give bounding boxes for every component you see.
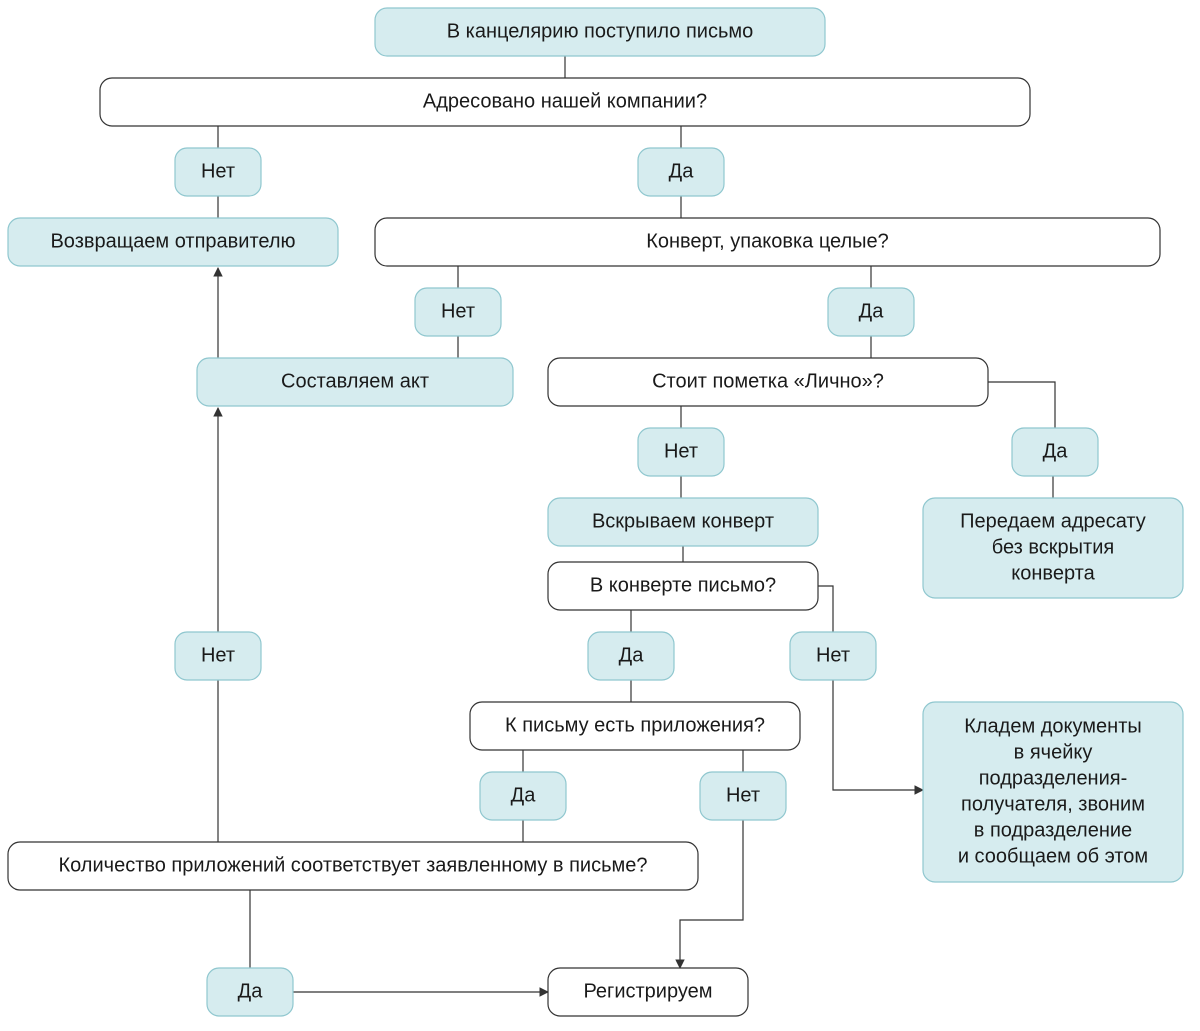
node-q_attach: К письму есть приложения? <box>470 702 800 750</box>
node-label: Нет <box>664 440 698 462</box>
nodes-layer: В канцелярию поступило письмо Адресовано … <box>8 8 1183 1016</box>
node-label: Нет <box>201 160 235 182</box>
edge <box>833 680 923 790</box>
node-label: Стоит пометка «Лично»? <box>652 370 884 392</box>
node-label: в ячейку <box>1014 741 1093 763</box>
node-register: Регистрируем <box>548 968 748 1016</box>
node-label: Нет <box>816 644 850 666</box>
node-a1_no: Нет <box>175 148 261 196</box>
node-att_no2: Нет <box>175 632 261 680</box>
node-label: В конверте письмо? <box>590 574 776 596</box>
node-put_in_cell: Кладем документы в ячейку подразделения-по… <box>923 702 1183 882</box>
node-a3_yes: Да <box>1012 428 1098 476</box>
node-label: Да <box>238 980 264 1002</box>
node-label: без вскрытия <box>992 536 1114 558</box>
node-q_envelope: Конверт, упаковка целые? <box>375 218 1160 266</box>
node-start: В канцелярию поступило письмо <box>375 8 825 56</box>
node-label: В канцелярию поступило письмо <box>447 20 754 42</box>
node-q_addressed: Адресовано нашей компании? <box>100 78 1030 126</box>
node-q_personal: Стоит пометка «Лично»? <box>548 358 988 406</box>
node-label: К письму есть приложения? <box>505 714 765 736</box>
node-make_act: Составляем акт <box>197 358 513 406</box>
node-label: Количество приложений соответствует заяв… <box>58 854 647 876</box>
node-label: получателя, звоним <box>961 793 1145 815</box>
node-open_env: Вскрываем конверт <box>548 498 818 546</box>
node-label: Нет <box>201 644 235 666</box>
node-a2_yes: Да <box>828 288 914 336</box>
node-label: Нет <box>726 784 760 806</box>
node-label: Да <box>859 300 885 322</box>
node-a4_no: Нет <box>790 632 876 680</box>
node-label: Передаем адресату <box>960 510 1146 532</box>
node-label: конверта <box>1011 562 1095 584</box>
node-label: Нет <box>441 300 475 322</box>
node-label: и сообщаем об этом <box>958 845 1148 867</box>
node-label: Да <box>1043 440 1069 462</box>
node-label: Конверт, упаковка целые? <box>646 230 889 252</box>
node-a1_yes: Да <box>638 148 724 196</box>
node-label: подразделения- <box>979 767 1128 789</box>
node-label: Адресовано нашей компании? <box>423 90 707 112</box>
node-label: Да <box>669 160 695 182</box>
node-label: Регистрируем <box>583 980 712 1002</box>
node-label: в подразделение <box>974 819 1132 841</box>
node-label: Да <box>619 644 645 666</box>
node-a5_yes: Да <box>480 772 566 820</box>
node-a5_no: Нет <box>700 772 786 820</box>
node-a3_no: Нет <box>638 428 724 476</box>
node-label: Да <box>511 784 537 806</box>
node-return_sender: Возвращаем отправителю <box>8 218 338 266</box>
node-label: Кладем документы <box>964 715 1142 737</box>
node-q_count: Количество приложений соответствует заяв… <box>8 842 698 890</box>
node-a2_no: Нет <box>415 288 501 336</box>
edge <box>988 382 1055 428</box>
node-label: Составляем акт <box>281 370 429 392</box>
node-label: Вскрываем конверт <box>592 510 774 532</box>
node-deliver_pers: Передаем адресату без вскрытия конверта <box>923 498 1183 598</box>
flowchart-canvas: В канцелярию поступило письмо Адресовано … <box>0 0 1200 1031</box>
node-label: Возвращаем отправителю <box>50 230 295 252</box>
edge <box>818 586 833 632</box>
node-a4_yes: Да <box>588 632 674 680</box>
node-q_letter: В конверте письмо? <box>548 562 818 610</box>
node-a6_yes: Да <box>207 968 293 1016</box>
